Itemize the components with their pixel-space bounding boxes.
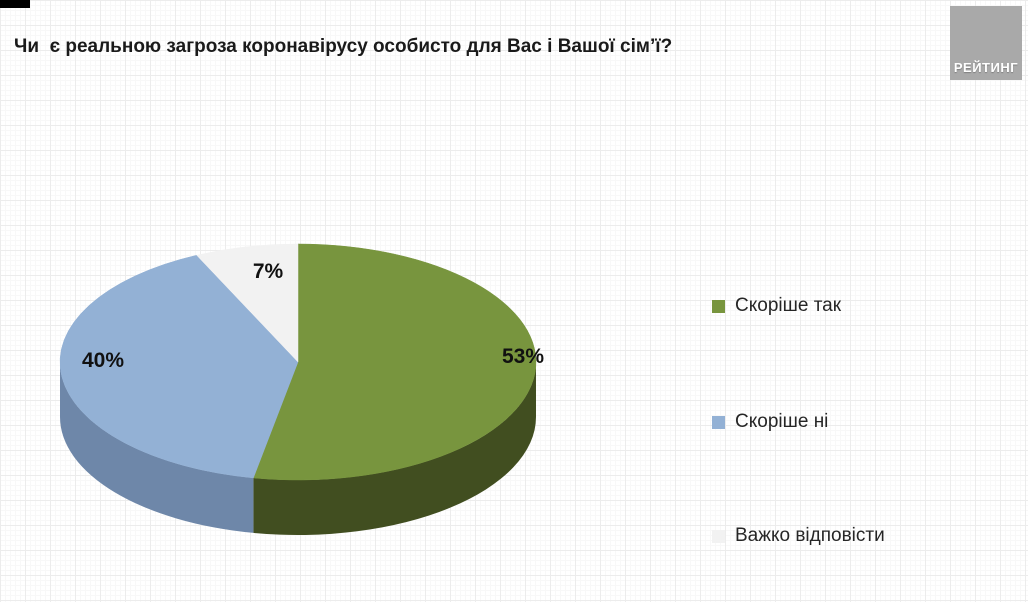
legend: Скоріше так Скоріше ні Важко відповісти [712,0,1012,602]
pie-slice-1 [59,254,299,479]
legend-label-2: Важко відповісти [735,525,885,546]
pie-slice-0 [253,243,537,481]
chart-title: Чи є реальною загроза коронавірусу особи… [14,36,673,57]
slice-value-label-1: 40% [81,349,125,372]
legend-item-2: Важко відповісти [712,523,885,549]
legend-label-0: Скоріше так [735,295,842,316]
slice-value-label-0: 53% [501,345,545,368]
rating-logo: РЕЙТИНГ [950,6,1022,80]
slice-value-label-2: 7% [252,260,284,283]
legend-swatch-2 [712,529,725,543]
legend-swatch-0 [712,299,725,313]
legend-item-1: Скоріше ні [712,409,828,435]
corner-mark [0,0,30,8]
legend-item-0: Скоріше так [712,293,841,319]
rating-logo-text: РЕЙТИНГ [953,60,1019,75]
legend-swatch-1 [712,415,725,429]
pie-slice-2 [196,243,299,363]
legend-label-1: Скоріше ні [735,411,829,432]
pie-slice-side-0 [253,362,536,535]
pie-slice-side-1 [60,362,254,533]
